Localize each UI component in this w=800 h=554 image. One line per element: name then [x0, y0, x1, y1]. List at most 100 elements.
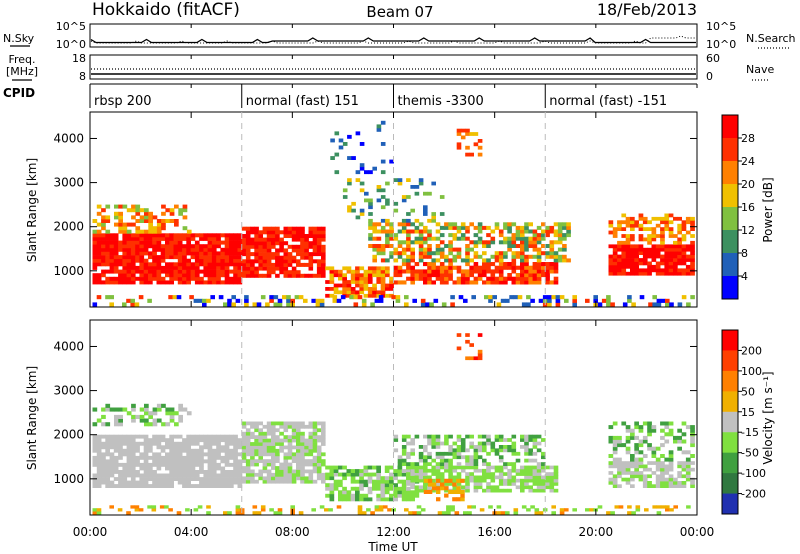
heatmap-cell	[296, 455, 301, 460]
heatmap-cell	[490, 254, 496, 259]
heatmap-cell	[380, 205, 386, 210]
heatmap-cell	[642, 454, 648, 458]
heatmap-cell	[211, 258, 217, 263]
heatmap-cell	[465, 339, 470, 344]
heatmap-cell	[135, 445, 140, 450]
heatmap-cell	[316, 237, 322, 242]
heatmap-cell	[651, 247, 657, 252]
heatmap-cell	[355, 266, 360, 271]
heatmap-cell	[321, 421, 326, 426]
heatmap-cell	[190, 434, 196, 439]
heatmap-cell	[271, 445, 276, 450]
heatmap-cell	[113, 434, 119, 439]
heatmap-cell	[612, 227, 618, 231]
heatmap-cell	[271, 462, 276, 467]
heatmap-cell	[233, 236, 238, 241]
heatmap-cell	[92, 455, 98, 460]
heatmap-cell	[511, 236, 517, 241]
heatmap-cell	[634, 443, 639, 448]
heatmap-cell	[406, 497, 411, 502]
heatmap-cell	[547, 302, 552, 307]
heatmap-cell	[101, 233, 106, 238]
heatmap-cell	[329, 469, 335, 473]
heatmap-cell	[469, 132, 474, 136]
heatmap-cell	[655, 268, 661, 273]
heatmap-cell	[473, 482, 479, 486]
heatmap-cell	[152, 229, 158, 234]
heatmap-cell	[520, 254, 525, 259]
heatmap-cell	[177, 280, 183, 285]
heatmap-cell	[245, 435, 251, 439]
heatmap-cell	[655, 461, 661, 465]
heatmap-cell	[524, 269, 529, 274]
heatmap-cell	[156, 258, 162, 263]
heatmap-cell	[130, 236, 136, 241]
heatmap-cell	[287, 438, 293, 443]
heatmap-cell	[96, 434, 102, 439]
heatmap-cell	[414, 262, 420, 267]
heatmap-cell	[448, 244, 453, 248]
heatmap-cell	[148, 240, 153, 245]
heatmap-cell	[207, 441, 213, 446]
heatmap-cell	[250, 448, 255, 453]
heatmap-cell	[333, 469, 339, 473]
heatmap-cell	[96, 258, 102, 263]
heatmap-cell	[321, 262, 326, 267]
heatmap-cell	[194, 255, 200, 260]
heatmap-cell	[160, 484, 166, 488]
heatmap-cell	[439, 251, 445, 256]
heatmap-cell	[630, 471, 635, 475]
heatmap-cell	[647, 251, 652, 255]
heatmap-cell	[254, 237, 259, 242]
heatmap-cell	[651, 216, 657, 221]
heatmap-cell	[668, 227, 674, 231]
heatmap-cell	[431, 236, 436, 241]
heatmap-cell	[553, 475, 559, 480]
heatmap-cell	[359, 472, 364, 477]
heatmap-cell	[169, 265, 174, 270]
heatmap-cell	[686, 505, 691, 509]
heatmap-cell	[266, 448, 272, 453]
heatmap-cell	[283, 248, 289, 253]
heatmap-cell	[233, 255, 238, 260]
heatmap-cell	[321, 259, 326, 264]
heatmap-cell	[207, 438, 213, 443]
heatmap-cell	[312, 448, 318, 453]
heatmap-cell	[169, 240, 174, 245]
heatmap-cell	[342, 497, 347, 502]
heatmap-cell	[380, 195, 386, 199]
heatmap-cell	[216, 448, 221, 453]
heatmap-cell	[690, 254, 695, 259]
heatmap-cell	[152, 265, 157, 270]
heatmap-cell	[528, 438, 533, 442]
heatmap-cell	[406, 475, 411, 480]
heatmap-cell	[244, 295, 249, 300]
heatmap-cell	[414, 269, 420, 274]
heatmap-cell	[439, 280, 445, 285]
heatmap-cell	[625, 251, 631, 255]
heatmap-cell	[456, 497, 461, 502]
heatmap-cell	[177, 244, 183, 249]
heatmap-cell	[216, 480, 221, 485]
heatmap-cell	[532, 472, 538, 476]
heatmap-cell	[465, 128, 470, 133]
heatmap-cell	[553, 468, 559, 473]
heatmap-cell	[621, 464, 627, 469]
heatmap-cell	[553, 482, 559, 486]
beam-title: Beam 07	[366, 3, 433, 21]
heatmap-cell	[151, 505, 157, 509]
heatmap-cell	[105, 229, 111, 234]
heatmap-cell	[389, 287, 394, 291]
heatmap-cell	[211, 247, 217, 252]
heatmap-cell	[126, 262, 132, 267]
heatmap-cell	[229, 452, 234, 457]
heatmap-cell	[448, 269, 453, 274]
heatmap-cell	[118, 219, 123, 223]
heatmap-cell	[300, 248, 305, 253]
heatmap-cell	[456, 276, 462, 281]
heatmap-cell	[642, 439, 648, 444]
heatmap-cell	[431, 280, 436, 285]
heatmap-cell	[122, 473, 128, 478]
heatmap-cell	[612, 244, 618, 249]
heatmap-cell	[101, 269, 106, 274]
